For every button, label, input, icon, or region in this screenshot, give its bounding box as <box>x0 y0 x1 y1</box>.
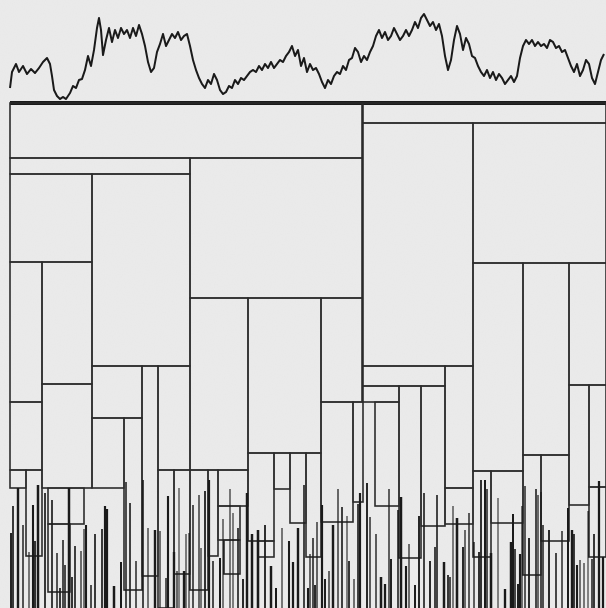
tree-node <box>123 417 143 591</box>
tree-node <box>352 401 364 503</box>
tree-node <box>490 470 524 524</box>
tree-node <box>223 539 241 575</box>
tree-diagram <box>9 102 606 608</box>
signal-trace <box>9 13 605 100</box>
signal-trace-line <box>9 13 605 100</box>
tree-node <box>588 486 606 558</box>
tree-leaf-lines <box>10 480 605 608</box>
tree-node <box>420 385 446 527</box>
